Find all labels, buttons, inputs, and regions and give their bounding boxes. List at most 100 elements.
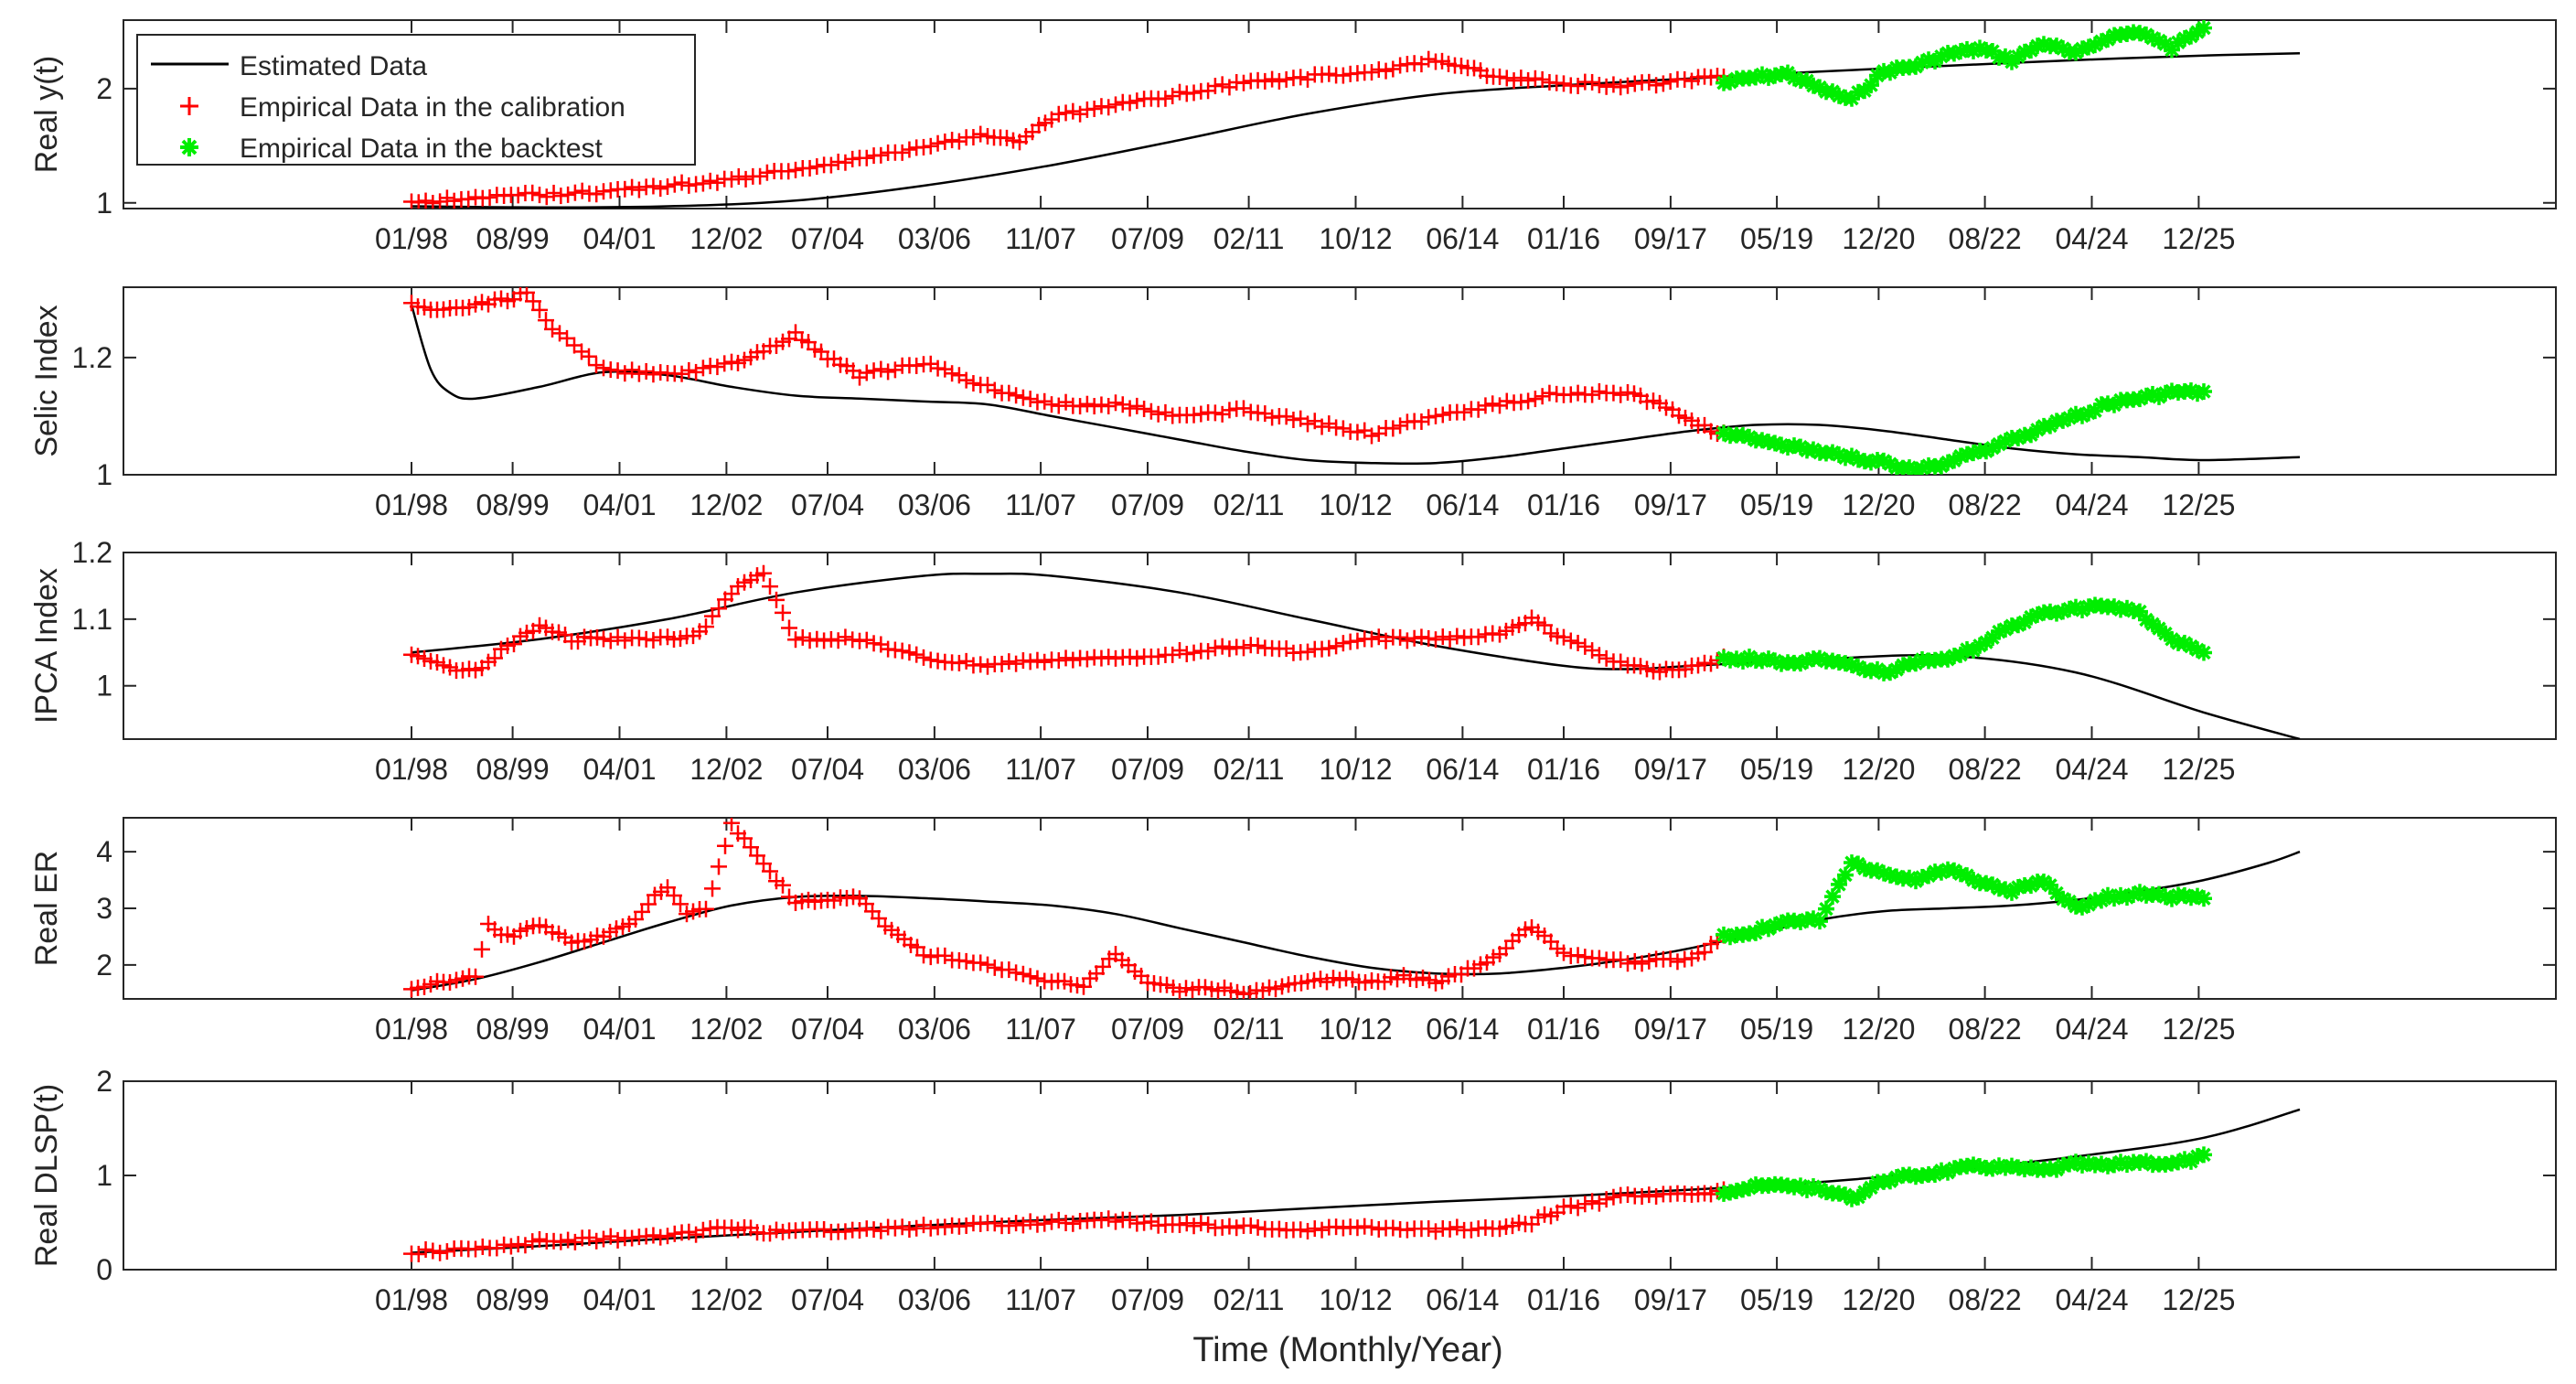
- plus-marker: [1427, 407, 1444, 424]
- plus-marker: [588, 186, 605, 203]
- plus-marker: [1320, 65, 1338, 82]
- star-marker: [2132, 884, 2148, 901]
- series-line-estimated: [411, 850, 2301, 992]
- plus-marker: [645, 1227, 662, 1244]
- plus-marker: [1128, 397, 1146, 414]
- plus-marker: [1612, 951, 1630, 969]
- plus-marker: [781, 619, 797, 637]
- plus-marker: [1206, 78, 1224, 95]
- plus-marker: [1577, 1196, 1594, 1213]
- plus-marker: [1498, 70, 1515, 87]
- x-tick-label-real-y: 01/98: [375, 222, 448, 255]
- plus-marker: [1277, 408, 1295, 425]
- plus-marker: [762, 578, 778, 595]
- plus-marker: [645, 631, 662, 649]
- y-axis-label-selic-index: Selic Index: [29, 305, 64, 456]
- y-tick-label-selic-index: 1.2: [72, 341, 112, 374]
- plus-marker: [1598, 649, 1615, 667]
- plus-marker: [929, 134, 946, 152]
- plus-marker: [1562, 1197, 1579, 1215]
- plus-marker: [986, 381, 1003, 399]
- x-tick-label-ipca-index: 12/02: [689, 753, 763, 786]
- x-tick-label-real-er: 08/22: [1949, 1013, 2022, 1046]
- plus-marker: [886, 361, 903, 379]
- x-tick-label-real-dlsp: 11/07: [1005, 1283, 1076, 1316]
- plus-marker: [787, 161, 804, 178]
- plus-marker: [922, 949, 939, 966]
- x-tick-label-real-er: 03/06: [898, 1013, 971, 1046]
- x-tick-label-real-y: 05/19: [1740, 222, 1813, 255]
- plus-marker: [1569, 1199, 1587, 1217]
- x-tick-label-real-y: 04/24: [2055, 222, 2128, 255]
- y-tick-label-real-y: 1: [96, 187, 112, 220]
- plus-marker: [410, 194, 427, 209]
- plus-marker: [1242, 1217, 1259, 1234]
- plus-marker: [1498, 392, 1515, 410]
- plus-marker: [1662, 73, 1679, 91]
- x-tick-label-ipca-index: 09/17: [1634, 753, 1707, 786]
- axes-box-selic-index: [123, 286, 2557, 476]
- plus-marker: [1590, 76, 1608, 93]
- plus-marker: [950, 133, 967, 150]
- x-tick-label-ipca-index: 12/20: [1842, 753, 1915, 786]
- series-markers-backtest: [1716, 854, 2212, 946]
- star-marker: [1824, 888, 1841, 906]
- plus-marker: [640, 896, 657, 913]
- plus-marker: [762, 863, 778, 880]
- plus-marker: [1057, 649, 1074, 667]
- plus-marker: [1114, 396, 1131, 413]
- plus-marker: [1612, 386, 1630, 403]
- plus-marker: [566, 184, 583, 201]
- plus-marker: [1654, 75, 1672, 92]
- plus-marker: [602, 182, 619, 199]
- plus-marker: [711, 858, 727, 875]
- plus-marker: [1363, 427, 1380, 445]
- plus-marker: [438, 189, 455, 207]
- plus-marker: [752, 167, 769, 185]
- plus-marker: [1641, 73, 1658, 91]
- plus-marker: [1484, 395, 1502, 413]
- plus-marker: [787, 631, 804, 649]
- plus-marker: [1270, 1220, 1288, 1238]
- series-markers-calibration: [403, 50, 1732, 209]
- x-tick-label-real-dlsp: 12/20: [1842, 1283, 1915, 1316]
- star-marker: [1831, 875, 1847, 893]
- plus-marker: [1626, 75, 1643, 92]
- x-tick-label-selic-index: 06/14: [1426, 488, 1499, 521]
- panel-real-er: 2 3 4 01/98 08/99 04/01 12/02 07/04 03/06 11/07 07…: [29, 817, 2557, 1046]
- x-tick-label-ipca-index: 06/14: [1426, 753, 1499, 786]
- x-tick-label-real-er: 01/98: [375, 1013, 448, 1046]
- plus-marker: [886, 1219, 903, 1237]
- plus-marker: [1584, 73, 1601, 91]
- plus-marker: [424, 195, 442, 209]
- plus-marker: [851, 1222, 868, 1239]
- plus-marker: [609, 362, 626, 380]
- plus-marker: [1008, 655, 1025, 672]
- plus-marker: [1014, 965, 1031, 982]
- x-tick-label-selic-index: 09/17: [1634, 488, 1707, 521]
- plus-marker: [1043, 396, 1060, 413]
- legend-label-calibration: Empirical Data in the calibration: [240, 92, 625, 123]
- plus-marker: [1008, 387, 1025, 404]
- y-tick-label-ipca-index: 1: [96, 670, 112, 703]
- x-tick-label-ipca-index: 07/09: [1111, 753, 1184, 786]
- plus-marker: [531, 187, 548, 204]
- plus-marker: [467, 968, 484, 985]
- plus-marker: [858, 631, 875, 649]
- plus-marker: [1413, 628, 1430, 646]
- plus-marker: [908, 357, 925, 374]
- plus-marker: [1050, 105, 1067, 123]
- plus-marker: [758, 164, 775, 181]
- plus-marker: [1192, 1215, 1210, 1232]
- plus-marker: [775, 604, 791, 621]
- x-tick-label-ipca-index: 08/99: [476, 753, 550, 786]
- plus-marker: [1448, 1218, 1466, 1236]
- x-tick-label-ipca-index: 05/19: [1740, 753, 1813, 786]
- plus-marker: [673, 174, 690, 191]
- plus-marker: [688, 363, 705, 381]
- x-tick-label-real-dlsp: 04/24: [2055, 1283, 2128, 1316]
- x-tick-label-real-dlsp: 05/19: [1740, 1283, 1813, 1316]
- x-tick-label-ipca-index: 03/06: [898, 753, 971, 786]
- plus-marker: [1406, 629, 1423, 647]
